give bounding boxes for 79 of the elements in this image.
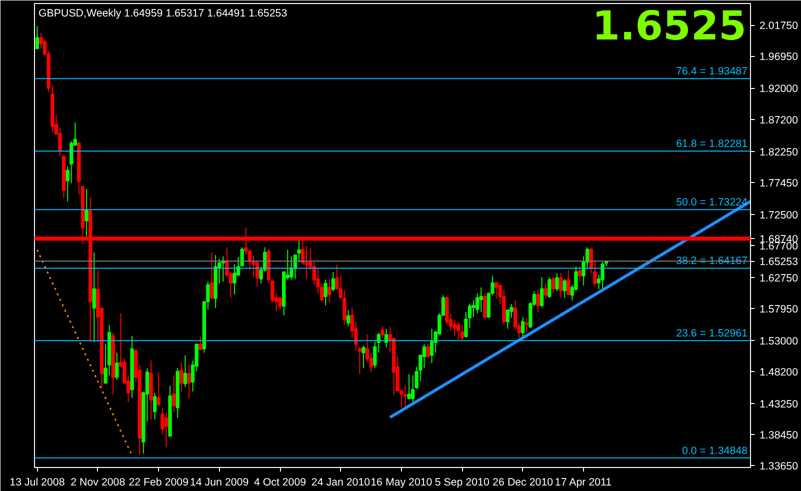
- annotation: 1.6525: [592, 4, 747, 50]
- candlestick: [422, 344, 426, 369]
- y-tick-label: 1.38450: [760, 430, 798, 442]
- candlestick: [362, 345, 366, 369]
- candlestick: [35, 26, 40, 50]
- candlestick: [578, 266, 582, 282]
- ref-line-label: 1.65253: [760, 256, 798, 268]
- candlestick: [544, 282, 548, 299]
- ref-line-label: 50.0 = 1.73224: [676, 196, 748, 209]
- y-tick-label: 1.77450: [760, 177, 798, 190]
- candlestick: [472, 300, 476, 318]
- y-tick-label: 2.01750: [760, 20, 798, 32]
- candlestick: [548, 276, 552, 298]
- candlestick: [278, 296, 282, 310]
- candlestick: [328, 279, 332, 303]
- candlestick: [551, 276, 556, 294]
- candlestick: [540, 276, 544, 308]
- candlestick: [92, 252, 96, 343]
- candlestick: [558, 272, 563, 298]
- y-tick-label: 1.62750: [760, 272, 798, 284]
- candlestick: [187, 364, 191, 400]
- candlestick: [84, 188, 88, 238]
- candlestick: [566, 269, 570, 296]
- candlestick: [483, 292, 487, 320]
- candlestick: [524, 317, 528, 334]
- candlestick: [172, 374, 176, 412]
- candlestick: [411, 374, 415, 404]
- ref-line-label: 61.8 = 1.82281: [676, 138, 748, 150]
- candlestick: [430, 328, 434, 364]
- ref-line-label: 76.4 = 1.93487: [676, 66, 748, 78]
- x-tick-label: 2 Nov 2008: [70, 476, 126, 488]
- x-tick-label: 16 May 2010: [370, 476, 432, 488]
- candlestick: [331, 271, 335, 292]
- candlestick: [342, 290, 346, 325]
- ref-line-label: 23.6 = 1.52961: [676, 328, 748, 340]
- candlestick: [600, 262, 604, 290]
- y-tick-label: 1.53000: [760, 335, 798, 348]
- candlestick: [183, 354, 188, 388]
- candlestick: [456, 321, 460, 340]
- x-tick-label: 26 Dec 2010: [492, 476, 554, 488]
- x-tick-label: 22 Feb 2009: [128, 476, 189, 488]
- candlestick: [510, 304, 514, 318]
- candlestick: [115, 352, 119, 380]
- candlestick: [180, 362, 184, 392]
- x-tick-label: 14 Jun 2009: [190, 476, 249, 488]
- candlestick: [198, 336, 202, 350]
- candlestick: [156, 372, 160, 407]
- x-tick-label: 13 Jul 2008: [10, 476, 65, 488]
- y-tick-label: 1.48200: [760, 366, 798, 378]
- candlestick: [562, 278, 566, 298]
- candlestick: [479, 286, 483, 312]
- y-tick-label: 1.57950: [760, 303, 798, 316]
- candlestick: [210, 252, 214, 300]
- candlestick: [153, 392, 157, 420]
- y-tick-label: 1.96950: [760, 51, 798, 64]
- candlestick: [324, 279, 328, 306]
- candlestick: [460, 324, 464, 341]
- y-tick-label: 1.82250: [760, 146, 798, 158]
- y-tick-label: 1.87200: [760, 114, 798, 126]
- candlestick: [407, 374, 411, 400]
- candlestick: [536, 288, 540, 312]
- candlestick: [555, 272, 559, 292]
- y-tick-label: 1.33650: [760, 460, 798, 473]
- x-tick-label: 4 Oct 2009: [254, 476, 306, 488]
- candlestick: [521, 316, 525, 338]
- x-tick-label: 17 Apr 2011: [554, 476, 612, 488]
- x-tick-label: 24 Jan 2010: [311, 476, 370, 488]
- candlestick: [164, 412, 168, 448]
- candlestick: [426, 343, 430, 358]
- x-tick-label: 5 Sep 2010: [434, 476, 490, 488]
- y-tick-label: 1.72500: [760, 209, 798, 222]
- ref-line-label: 0.0 = 1.34848: [682, 444, 748, 457]
- candlestick: [346, 310, 350, 327]
- candlestick: [403, 384, 408, 408]
- candlestick: [380, 326, 384, 338]
- candlestick: [58, 127, 62, 157]
- y-tick-label: 1.43250: [760, 398, 798, 410]
- y-tick-label: 1.92000: [760, 83, 798, 96]
- chart-title: GBPUSD,Weekly 1.64959 1.65317 1.64491 1.65253: [38, 8, 288, 20]
